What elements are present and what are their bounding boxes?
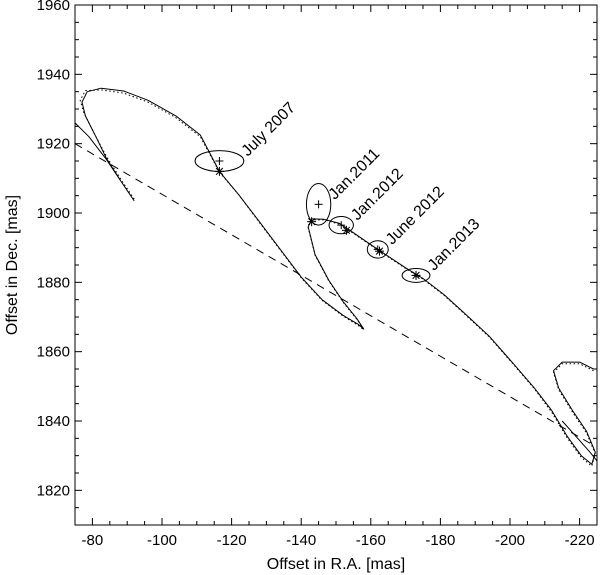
data-layer <box>75 87 597 467</box>
model-position-marker-1 <box>307 217 317 227</box>
observed-position-marker-2 <box>337 221 346 230</box>
y-tick-label: 1860 <box>37 344 70 361</box>
x-tick-label: -200 <box>495 532 525 549</box>
y-tick-label: 1880 <box>37 274 70 291</box>
series-line-2-dashed <box>75 143 594 446</box>
series-line-3-solid <box>75 122 121 181</box>
model-position-marker-2 <box>341 225 351 235</box>
model-position-marker-3 <box>375 246 384 256</box>
x-tick-label: -120 <box>217 532 247 549</box>
y-tick-label: 1840 <box>37 413 70 430</box>
y-tick-label: 1820 <box>37 482 70 499</box>
error-ellipse-4 <box>401 267 431 283</box>
tick-layer: -80 -100 -120 -140 -160 -180 -200 -220 1820 1840 1… <box>37 0 598 549</box>
x-tick-label: -100 <box>147 532 177 549</box>
y-tick-label: 1900 <box>37 205 70 222</box>
observed-position-marker-1 <box>314 200 323 209</box>
series-line-4-solid <box>561 420 597 462</box>
error-ellipse-3 <box>366 240 389 259</box>
error-ellipse-2 <box>328 215 354 235</box>
error-ellipse-1 <box>305 183 332 226</box>
plot-frame <box>74 4 598 526</box>
model-position-marker-4 <box>411 270 421 280</box>
y-axis-title: Offset in Dec. [mas] <box>4 195 21 335</box>
observed-position-marker-0 <box>215 157 224 165</box>
x-tick-label: -80 <box>82 532 104 549</box>
series-line-0-solid <box>81 87 596 465</box>
y-tick-label: 1960 <box>37 0 70 14</box>
x-tick-label: -140 <box>286 532 316 549</box>
model-position-marker-0 <box>214 166 224 176</box>
series-line-1-dotted <box>79 89 596 467</box>
x-axis-title: Offset in R.A. [mas] <box>267 556 405 573</box>
y-tick-label: 1940 <box>37 66 70 83</box>
y-tick-label: 1920 <box>37 136 70 153</box>
x-tick-label: -180 <box>425 532 455 549</box>
x-tick-label: -160 <box>356 532 386 549</box>
x-tick-label: -220 <box>565 532 595 549</box>
